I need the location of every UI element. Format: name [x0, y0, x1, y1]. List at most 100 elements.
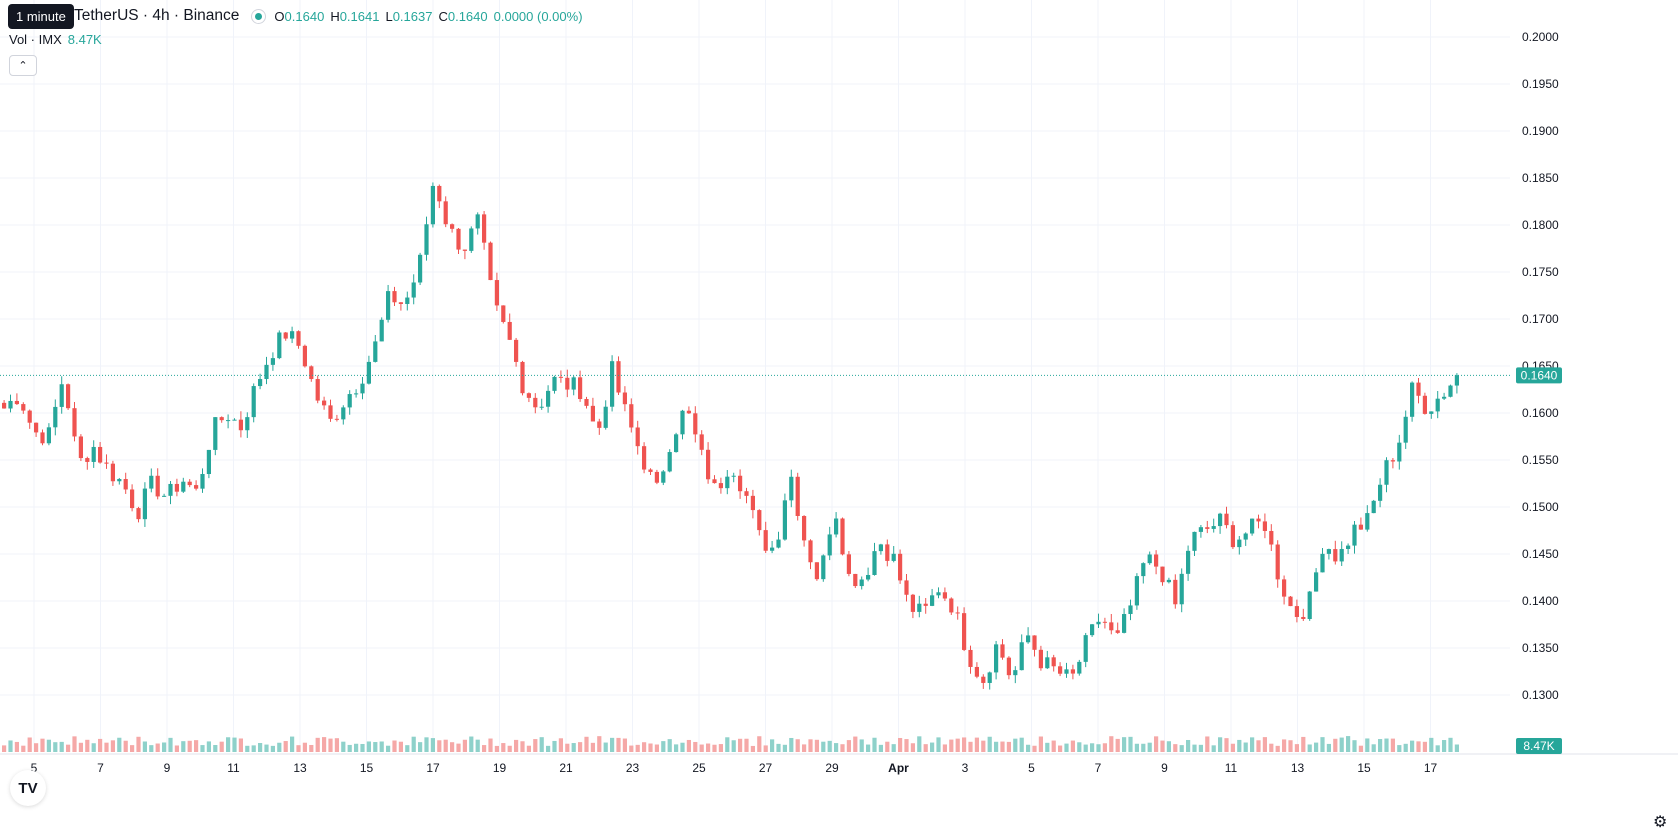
- candle-body: [808, 540, 813, 563]
- candle-body: [1282, 579, 1287, 597]
- candle-body: [1154, 554, 1159, 567]
- candle-body: [693, 413, 698, 435]
- volume-bar: [981, 740, 986, 752]
- volume-bar: [136, 736, 141, 752]
- volume-bar: [392, 740, 397, 752]
- volume-bar: [1397, 745, 1402, 752]
- candle-body: [955, 612, 960, 614]
- candle-body: [1333, 549, 1338, 562]
- candle-body: [91, 446, 96, 462]
- candle-body: [1173, 579, 1178, 605]
- x-tick-label: Apr: [888, 761, 909, 775]
- last-volume-tag: [1516, 738, 1562, 754]
- volume-bar: [1403, 743, 1408, 752]
- volume-bar: [194, 740, 199, 752]
- tradingview-logo-icon[interactable]: TV: [10, 770, 46, 806]
- volume-bar: [264, 744, 269, 752]
- volume-bar: [1058, 745, 1063, 752]
- volume-bar: [443, 739, 448, 752]
- x-tick-label: 7: [1095, 761, 1102, 775]
- x-tick-label: 3: [962, 761, 969, 775]
- volume-bar: [571, 743, 576, 752]
- volume-bar: [1448, 737, 1453, 752]
- candle-body: [302, 345, 307, 367]
- candle-body: [1147, 554, 1152, 564]
- change-value: 0.0000 (0.00%): [493, 8, 583, 24]
- volume-bar: [808, 739, 813, 752]
- gear-icon[interactable]: ⚙: [1653, 814, 1668, 831]
- volume-bar: [1371, 744, 1376, 752]
- candle-body: [1218, 513, 1223, 527]
- x-tick-label: 7: [97, 761, 104, 775]
- candle-body: [1294, 606, 1299, 617]
- collapse-legend-button[interactable]: ⌃: [9, 55, 37, 76]
- x-axis: 5 7 9 11 13 15 17 19 21 23 25 27 29 Apr 3 5 7 9 11 13 15 17: [31, 761, 1438, 775]
- x-tick-label: 21: [559, 761, 573, 775]
- candle-body: [360, 383, 365, 394]
- symbol-title[interactable]: TetherUS · 4h · Binance: [74, 7, 240, 24]
- x-tick-label: 15: [360, 761, 374, 775]
- candle-body: [840, 518, 845, 555]
- market-status-icon[interactable]: [251, 8, 267, 24]
- y-tick-label: 0.1350: [1522, 641, 1559, 655]
- candle-body: [1352, 524, 1357, 546]
- volume-bar: [232, 737, 237, 752]
- candle-body: [1205, 527, 1210, 529]
- volume-bar: [968, 741, 973, 752]
- volume-bar: [1205, 736, 1210, 752]
- volume-bar: [142, 741, 147, 752]
- candle-body: [290, 331, 295, 339]
- legend-header: TetherUS · 4h · Binance O0.1640 H0.1641 …: [0, 0, 583, 32]
- volume-bar: [238, 738, 243, 752]
- low-label: L: [385, 8, 393, 24]
- last-price-tag: [1516, 367, 1562, 384]
- volume-bar: [962, 737, 967, 752]
- volume-bar: [514, 739, 519, 752]
- volume-bar: [1147, 742, 1152, 752]
- candle-body: [213, 417, 218, 450]
- candle-body: [738, 475, 743, 492]
- candle-body: [27, 410, 32, 423]
- candle-body: [1109, 622, 1114, 631]
- candle-body: [590, 405, 595, 422]
- candle-body: [770, 547, 775, 551]
- x-tick-label: 5: [1028, 761, 1035, 775]
- volume-bar: [1134, 743, 1139, 752]
- volume-bar: [1230, 743, 1235, 752]
- candle-body: [40, 432, 45, 444]
- close-label: C: [438, 8, 448, 24]
- volume-bar: [1038, 736, 1043, 752]
- candle-body: [1390, 460, 1395, 462]
- candle-body: [706, 449, 711, 480]
- volume-bar: [661, 741, 666, 752]
- candle-body: [1134, 576, 1139, 606]
- volume-legend: Vol · IMX 8.47K: [9, 32, 102, 47]
- candle-body: [277, 332, 282, 359]
- volume-bar: [872, 737, 877, 752]
- candle-body: [379, 319, 384, 342]
- candle-body: [168, 483, 173, 496]
- x-tick-label: 11: [227, 761, 240, 775]
- volume-bar: [1435, 745, 1440, 752]
- candle-body: [776, 539, 781, 548]
- candle-body: [200, 474, 205, 489]
- candle-body: [930, 595, 935, 606]
- volume-bar: [290, 736, 295, 752]
- candle-body: [219, 417, 224, 421]
- x-tick-label: 25: [692, 761, 706, 775]
- candle-body: [1064, 669, 1069, 674]
- candle-body: [558, 376, 563, 378]
- volume-bar: [526, 745, 531, 752]
- volume-bar: [187, 740, 192, 752]
- candle-body: [34, 422, 39, 433]
- volume-bar: [1026, 744, 1031, 752]
- candle-body: [1358, 524, 1363, 530]
- candle-body: [174, 483, 179, 492]
- volume-bar: [546, 745, 551, 752]
- volume-bar: [450, 742, 455, 752]
- x-tick-label: 23: [626, 761, 640, 775]
- grid: [0, 0, 1678, 755]
- volume-bar: [686, 739, 691, 752]
- volume-bars: [2, 736, 1459, 752]
